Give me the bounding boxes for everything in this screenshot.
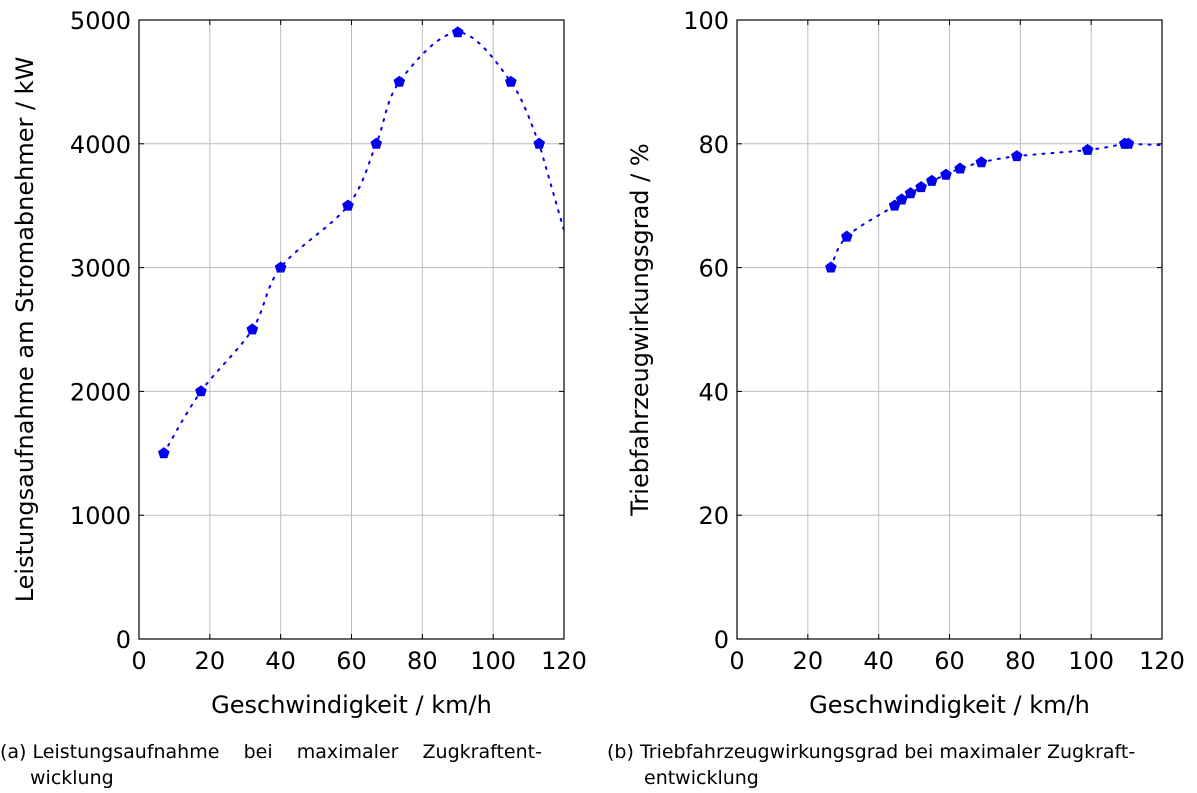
x-axis-label: Geschwindigkeit / km/h [809,691,1090,719]
y-tick-label: 100 [683,7,729,35]
x-tick-label: 60 [934,647,965,675]
y-tick-label: 40 [698,378,729,406]
x-tick-label: 0 [131,647,146,675]
data-point [342,199,354,211]
y-tick-label: 60 [698,255,729,283]
y-tick-label: 80 [698,131,729,159]
data-point [841,230,853,242]
data-point [451,26,464,38]
data-point [895,193,908,205]
y-tick-label: 2000 [70,378,131,406]
data-point [533,137,545,149]
data-point [195,385,207,397]
y-tick-label: 0 [714,626,729,654]
x-tick-label: 80 [407,647,438,675]
y-axis-label: Triebfahrzeugwirkungsgrad / % [626,143,654,516]
data-point [1081,143,1094,155]
x-tick-label: 100 [470,647,516,675]
y-tick-label: 4000 [70,131,131,159]
chart-efficiency: 0 20 40 60 80 100 120 0 20 40 60 80 100 Geschwindigke… [626,7,1185,719]
x-tick-label: 40 [265,647,296,675]
y-tick-label: 5000 [70,7,131,35]
caption-a-line2: wicklung [30,767,114,789]
x-tick-label: 120 [1139,647,1185,675]
chart-power: 0 20 40 60 80 100 120 0 1000 2000 3000 4000 5000 Gesc… [11,7,587,719]
y-tick-label: 3000 [70,255,131,283]
y-tick-label: 1000 [70,502,131,530]
data-point [505,75,517,87]
x-tick-label: 20 [793,647,824,675]
data-point [370,137,383,149]
data-point [825,261,837,273]
caption-b-line2: entwicklung [644,767,759,789]
data-point [975,156,988,168]
x-tick-label: 40 [863,647,894,675]
caption-a-label: (a) [0,741,27,763]
caption-a-line1: Leistungsaufnahme bei maximaler Zugkraft… [32,741,542,763]
x-axis-label: Geschwindigkeit / km/h [211,691,492,719]
data-point [1122,137,1135,149]
data-point [158,447,170,459]
caption-b-cont: entwicklung [644,766,759,790]
caption-a-cont: wicklung [30,766,114,790]
caption-a: (a) Leistungsaufnahme bei maximaler Zugk… [0,740,542,764]
caption-b-line1: Triebfahrzeugwirkungsgrad bei maximaler … [639,741,1136,763]
x-tick-label: 120 [541,647,587,675]
data-point [904,187,917,199]
caption-b-label: (b) [607,741,634,763]
x-tick-label: 100 [1068,647,1114,675]
x-tick-label: 20 [195,647,226,675]
data-point [274,261,287,273]
x-tick-label: 80 [1005,647,1036,675]
y-axis-label: Leistungsaufnahme am Stromabnehmer / kW [11,57,39,603]
x-tick-label: 0 [729,647,744,675]
data-point [393,75,406,87]
x-tick-label: 60 [336,647,367,675]
caption-b: (b) Triebfahrzeugwirkungsgrad bei maxima… [607,740,1135,764]
data-point [915,180,927,193]
data-point [246,323,259,335]
y-tick-label: 0 [116,626,131,654]
data-point [926,174,938,186]
data-point [1011,150,1023,162]
series-trend-line [829,142,1162,269]
data-point [940,168,952,180]
y-tick-label: 20 [698,502,729,530]
data-point [954,162,966,174]
series-trend-line [162,31,564,455]
